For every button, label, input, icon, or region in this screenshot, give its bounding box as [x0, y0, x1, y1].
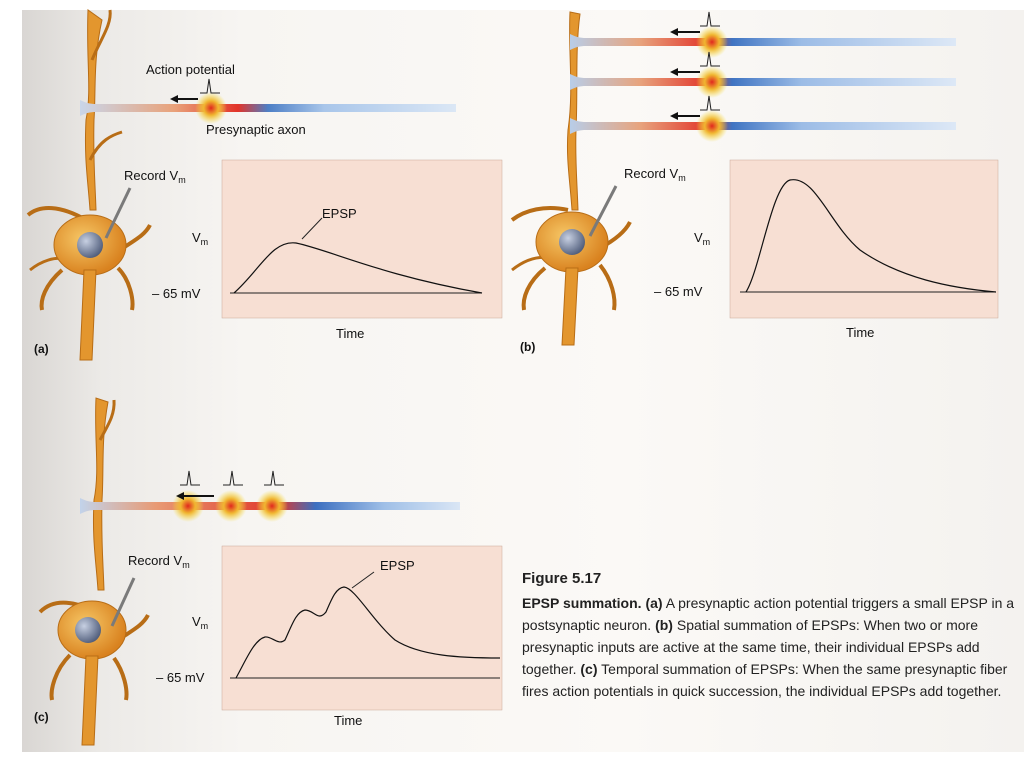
x-axis-label-a: Time	[336, 326, 365, 341]
action-potential-label: Action potential	[146, 62, 235, 77]
nucleus-b	[559, 229, 585, 255]
graph-a-background	[221, 159, 503, 319]
epsp-label-a: EPSP	[322, 206, 357, 221]
action-potential-spike-b2	[696, 66, 728, 98]
presynaptic-axon-label: Presynaptic axon	[206, 122, 306, 137]
panel-tag-b: (b)	[520, 340, 536, 354]
caption-title: Figure 5.17	[522, 570, 602, 587]
y-axis-label-b: Vm	[694, 230, 711, 247]
baseline-label-c: – 65 mV	[156, 670, 205, 685]
electrode-b	[588, 185, 618, 237]
epsp-trace-b	[745, 179, 997, 293]
axon-b-1	[570, 11, 956, 58]
action-potential-spike-c2	[215, 490, 247, 522]
axon-c	[80, 470, 460, 522]
nucleus-c	[75, 617, 101, 643]
y-axis-label-c: Vm	[192, 614, 209, 631]
neuron-a	[26, 9, 152, 361]
epsp-pointer-a	[301, 217, 323, 240]
action-potential-spike-c1	[172, 490, 204, 522]
y-axis-label-a: Vm	[192, 230, 209, 247]
epsp-trace-c	[235, 586, 501, 679]
baseline-label-a: – 65 mV	[152, 286, 201, 301]
graph-b-background	[729, 159, 999, 319]
electrode-c	[110, 577, 136, 627]
caption-body: EPSP summation. (a) A presynaptic action…	[522, 595, 1015, 699]
axon-b-3	[570, 95, 956, 142]
panel-tag-a: (a)	[34, 342, 49, 356]
epsp-pointer-c	[351, 571, 375, 589]
baseline-label-b: – 65 mV	[654, 284, 703, 299]
epsp-label-c: EPSP	[380, 558, 415, 573]
neuron-b	[510, 11, 632, 346]
record-vm-label-a: Record Vm	[124, 168, 186, 185]
axon-a	[80, 78, 456, 124]
graph-c-background	[221, 545, 503, 711]
electrode-a	[104, 187, 132, 239]
epsp-trace-a	[233, 242, 483, 294]
nucleus-a	[77, 232, 103, 258]
action-potential-spike-b3	[696, 110, 728, 142]
action-potential-spike-a	[195, 92, 227, 124]
figure-page	[22, 10, 1024, 752]
x-axis-label-c: Time	[334, 713, 363, 728]
panel-tag-c: (c)	[34, 710, 49, 724]
neuron-c	[38, 397, 150, 746]
action-potential-spike-c3	[256, 490, 288, 522]
record-vm-label-c: Record Vm	[128, 553, 190, 570]
figure-caption: Figure 5.17 EPSP summation. (a) A presyn…	[522, 568, 1022, 702]
axon-b-2	[570, 51, 956, 98]
x-axis-label-b: Time	[846, 325, 875, 340]
record-vm-label-b: Record Vm	[624, 166, 686, 183]
action-potential-spike-b1	[696, 26, 728, 58]
